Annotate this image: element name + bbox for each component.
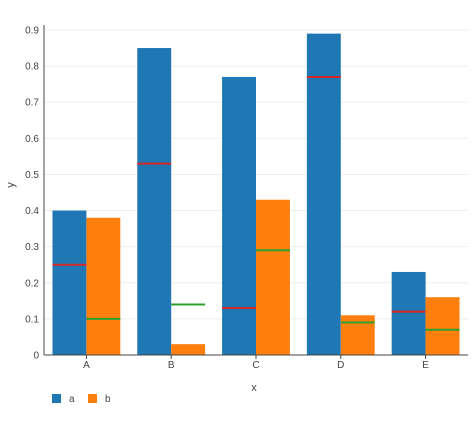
y-tick-label: 0.1 <box>25 314 39 325</box>
legend-label-a: a <box>69 394 75 405</box>
bar-b-B <box>171 344 206 355</box>
bar-b-D <box>340 315 375 355</box>
legend-swatch-b <box>88 394 97 403</box>
bars <box>52 33 460 356</box>
legend-label-b: b <box>105 394 111 405</box>
bar-b-E <box>425 297 460 355</box>
bar-a-C <box>222 76 256 355</box>
x-tick-label: A <box>83 360 90 371</box>
y-tick-label: 0 <box>33 351 39 362</box>
y-tick-label: 0.7 <box>25 98 39 109</box>
bar-a-B <box>137 48 172 356</box>
y-tick-label: 0.6 <box>25 134 39 145</box>
y-tick-label: 0.5 <box>25 170 39 181</box>
y-tick-label: 0.8 <box>25 62 39 73</box>
legend-item-a: a <box>52 394 75 405</box>
legend-swatch-a <box>52 394 61 403</box>
y-tick-label: 0.4 <box>25 206 39 217</box>
y-tick-label: 0.3 <box>25 242 39 253</box>
x-tick-label: C <box>252 360 259 371</box>
y-axis-title: y <box>5 182 17 188</box>
y-tick-label: 0.9 <box>25 26 39 37</box>
x-tick-label: E <box>422 360 429 371</box>
legend-item-b: b <box>88 394 111 405</box>
tick-labels: 0 0.1 0.2 0.3 0.4 0.5 0.6 0.7 0.8 0.9 A B C D E <box>25 26 429 372</box>
axes <box>43 25 468 359</box>
bar-a-E <box>391 271 426 355</box>
y-tick-label: 0.2 <box>25 278 39 289</box>
x-tick-label: D <box>337 360 344 371</box>
marker-lines <box>52 75 460 331</box>
x-tick-label: B <box>168 360 175 371</box>
bar-a-D <box>306 33 341 355</box>
x-axis-title: x <box>251 382 257 394</box>
bar-b-C <box>256 199 290 355</box>
bar-b-A <box>86 217 121 355</box>
bar-a-A <box>52 210 87 355</box>
